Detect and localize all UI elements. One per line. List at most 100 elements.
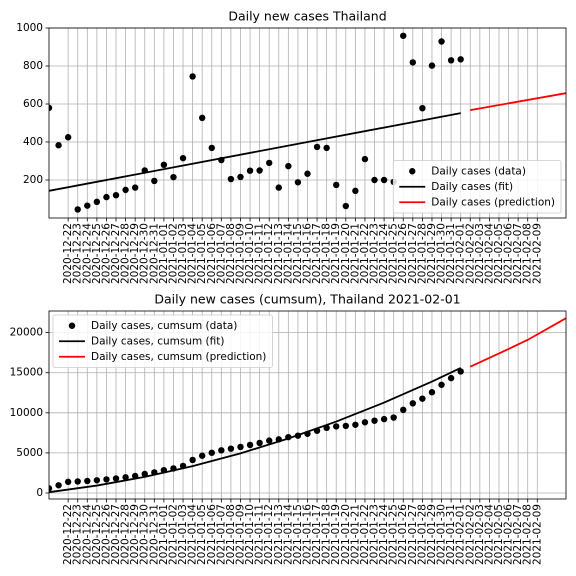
data-point	[333, 181, 340, 189]
x-tick-label: 2021-02-07	[512, 223, 524, 284]
series-line	[470, 92, 566, 111]
x-tick-label: 2021-02-03	[474, 223, 486, 284]
data-point	[419, 395, 426, 402]
axes-frame	[48, 310, 567, 500]
x-tick-label: 2021-01-11	[254, 504, 266, 565]
y-tick-label: 15000	[10, 367, 43, 379]
x-tick-label: 2021-01-17	[311, 504, 323, 565]
data-point	[218, 447, 225, 454]
x-tick-label: 2020-12-26	[100, 504, 112, 565]
x-tick-label: 2020-12-28	[120, 504, 132, 565]
x-tick-label: 2021-01-29	[426, 504, 438, 565]
data-point	[256, 167, 263, 174]
x-tick-label: 2021-01-27	[407, 223, 419, 284]
data-point	[237, 443, 244, 451]
data-point	[361, 419, 369, 426]
data-point	[285, 162, 292, 170]
legend-box	[392, 160, 562, 214]
x-tick-label: 2021-02-08	[522, 504, 534, 565]
x-tick-label: 2021-01-08	[225, 504, 237, 565]
x-tick-label: 2021-01-30	[436, 223, 448, 284]
data-point	[151, 177, 158, 185]
legend-box	[52, 314, 273, 368]
x-tick-label: 2020-12-25	[91, 223, 103, 284]
x-tick-label: 2021-01-08	[225, 223, 237, 284]
plot-area	[49, 317, 566, 494]
axes: Daily new cases Thailand 2020-12-22 2020-1…	[16, 9, 567, 284]
x-tick-label: 2021-01-14	[282, 504, 294, 565]
data-point	[428, 389, 436, 396]
chart-title: Daily new cases Thailand	[228, 9, 386, 24]
x-tick-label: 2021-01-09	[234, 504, 246, 565]
legend-label: Daily cases (fit)	[431, 181, 513, 193]
x-tick-label: 2021-01-30	[436, 504, 448, 565]
data-point	[208, 449, 215, 456]
plot-area	[49, 32, 566, 213]
x-tick-label: 2021-01-18	[321, 504, 333, 565]
y-tick-label: 600	[23, 98, 43, 110]
x-tick-label: 2020-12-27	[110, 504, 122, 565]
y-tick-label: 20000	[10, 327, 43, 339]
data-point	[409, 400, 417, 407]
x-tick-label: 2021-01-13	[273, 504, 285, 565]
x-tick-label: 2021-01-12	[263, 504, 275, 565]
data-point	[141, 470, 148, 478]
legend-label: Daily cases (data)	[431, 165, 526, 177]
x-tick-label: 2021-01-24	[378, 504, 390, 565]
legend: Daily cases, cumsum (data) Daily cases, c…	[52, 314, 273, 368]
x-tick-label: 2021-01-04	[187, 504, 199, 565]
data-point	[55, 482, 62, 489]
x-tick-label: 2021-01-05	[196, 223, 208, 284]
y-tick-label: 0	[36, 487, 43, 499]
data-point	[390, 414, 397, 421]
x-tick-label: 2020-12-29	[129, 504, 141, 565]
x-tick-label: 2021-01-23	[369, 223, 381, 284]
x-tick-label: 2021-01-07	[215, 504, 227, 565]
x-tick-label: 2021-01-25	[388, 504, 400, 565]
data-point	[266, 437, 273, 444]
legend-marker	[409, 168, 416, 175]
y-tick-label: 200	[23, 174, 43, 186]
x-tick-label: 2021-01-16	[302, 504, 314, 565]
x-tick-label: 2021-01-14	[282, 223, 294, 284]
data-point	[112, 475, 120, 482]
data-point	[275, 184, 282, 191]
data-point	[74, 478, 81, 485]
data-point	[447, 57, 455, 64]
legend-label: Daily cases, cumsum (fit)	[91, 335, 224, 347]
x-tick-label: 2020-12-22	[62, 223, 74, 284]
x-tick-label: 2021-02-04	[483, 504, 495, 565]
x-tick-label: 2021-01-20	[340, 223, 352, 284]
axes-frame	[48, 27, 567, 219]
data-point	[294, 179, 302, 186]
x-tick-label: 2021-01-18	[321, 223, 333, 284]
x-tick-label: 2020-12-29	[129, 223, 141, 284]
data-point	[93, 198, 101, 206]
data-point	[227, 445, 235, 452]
x-tick-label: 2021-01-21	[349, 223, 361, 284]
series-line	[49, 367, 462, 494]
data-point	[457, 56, 464, 63]
x-tick-label: 2021-01-03	[177, 223, 189, 284]
data-point	[352, 187, 359, 195]
x-tick-label: 2021-01-12	[263, 223, 275, 284]
x-tick-label: 2021-02-04	[483, 223, 495, 284]
data-point	[160, 161, 168, 168]
x-tick-label: 2020-12-26	[100, 223, 112, 284]
legend: Daily cases (data) Daily cases (fit) Daily…	[392, 160, 562, 214]
data-point	[352, 421, 359, 428]
x-tick-label: 2021-01-31	[445, 504, 457, 565]
x-tick-label: 2021-02-07	[512, 504, 524, 565]
data-point	[333, 423, 340, 430]
x-tick-label: 2021-02-01	[455, 504, 467, 565]
x-tick-label: 2021-01-04	[187, 223, 199, 284]
data-point	[428, 62, 436, 69]
x-tick-label: 2021-01-15	[292, 504, 304, 565]
x-tick-label: 2020-12-31	[148, 223, 160, 284]
x-tick-label: 2020-12-22	[62, 504, 74, 565]
x-tick-label: 2021-02-02	[464, 223, 476, 284]
data-point	[55, 142, 62, 149]
x-tick-label: 2021-01-31	[445, 223, 457, 284]
data-point	[64, 478, 72, 486]
data-point	[74, 206, 81, 213]
